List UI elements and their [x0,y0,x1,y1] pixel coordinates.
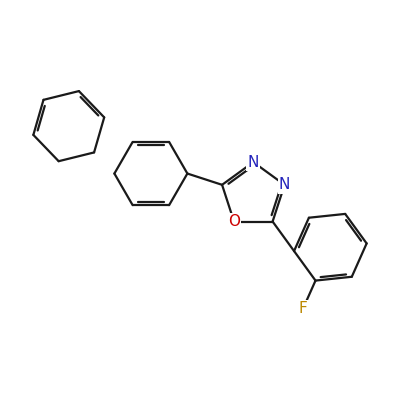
Text: N: N [279,177,290,192]
Text: O: O [228,214,240,229]
Text: N: N [248,155,259,170]
Text: F: F [298,302,307,316]
